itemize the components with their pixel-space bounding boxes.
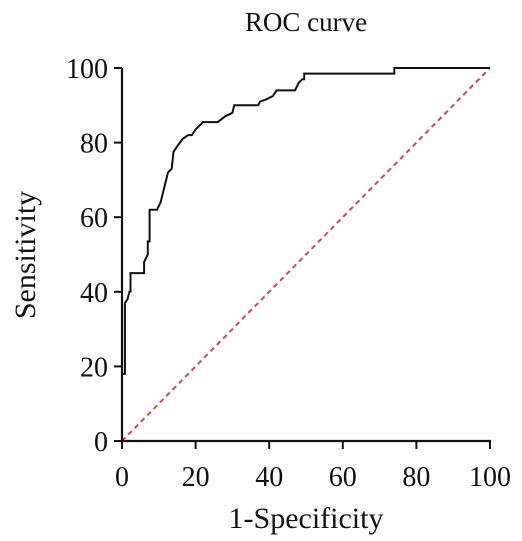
chart-title: ROC curve	[245, 7, 367, 37]
y-tick-label: 0	[94, 427, 108, 458]
roc-curve-line	[121, 67, 490, 441]
x-tick-label: 80	[402, 462, 430, 493]
y-axis-label: Sensitivity	[9, 191, 42, 319]
x-ticks: 0 20 40 60 80 100	[115, 441, 511, 493]
reference-diagonal-line	[121, 67, 491, 442]
x-tick-label: 60	[329, 462, 357, 493]
y-tick-label: 20	[80, 352, 108, 383]
y-tick-label: 60	[80, 203, 108, 234]
y-tick-label: 100	[66, 54, 108, 85]
y-tick-label: 40	[80, 278, 108, 309]
reference-line-layer	[121, 67, 491, 442]
y-ticks: 0 20 40 60 80 100	[66, 54, 122, 458]
roc-curve-layer	[121, 67, 490, 441]
x-tick-label: 100	[469, 462, 511, 493]
y-tick-label: 80	[80, 129, 108, 160]
x-tick-label: 0	[115, 462, 129, 493]
x-axis-label: 1-Specificity	[229, 502, 384, 535]
x-tick-label: 40	[255, 462, 283, 493]
x-tick-label: 20	[182, 462, 210, 493]
